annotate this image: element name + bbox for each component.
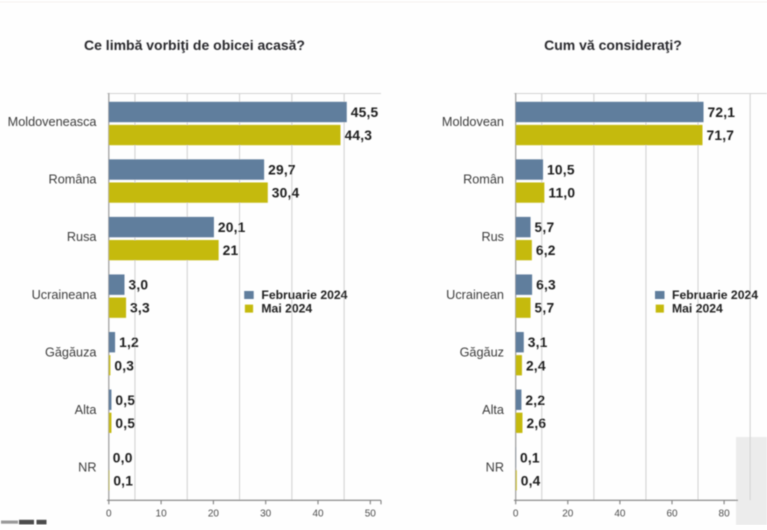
svg-text:1,2: 1,2: [119, 335, 139, 350]
svg-text:Moldoveneasca: Moldoveneasca: [8, 115, 98, 129]
svg-text:0,0: 0,0: [113, 450, 133, 465]
svg-text:10: 10: [156, 509, 168, 520]
svg-text:0,5: 0,5: [115, 416, 135, 431]
svg-text:Moldovean: Moldovean: [442, 115, 504, 129]
svg-text:30,4: 30,4: [272, 186, 300, 201]
svg-text:Român: Român: [463, 173, 504, 187]
svg-text:0: 0: [106, 509, 112, 520]
svg-text:29,7: 29,7: [268, 163, 296, 178]
svg-text:Mai 2024: Mai 2024: [261, 301, 312, 315]
svg-text:Româna: Româna: [49, 173, 98, 187]
svg-text:0,1: 0,1: [113, 473, 133, 488]
svg-text:40: 40: [614, 509, 626, 520]
svg-text:Găgăuz: Găgăuz: [460, 345, 504, 359]
svg-text:NR: NR: [486, 460, 504, 474]
svg-text:20: 20: [562, 509, 574, 520]
svg-text:6,2: 6,2: [536, 243, 556, 258]
svg-text:Ucrainean: Ucrainean: [446, 288, 504, 302]
svg-text:3,0: 3,0: [128, 278, 148, 293]
svg-text:30: 30: [260, 509, 272, 520]
svg-text:5,7: 5,7: [535, 220, 555, 235]
svg-text:71,7: 71,7: [706, 128, 734, 143]
svg-text:44,3: 44,3: [344, 128, 372, 143]
svg-text:Rusa: Rusa: [67, 230, 98, 244]
svg-text:50: 50: [365, 509, 377, 520]
svg-text:2,6: 2,6: [526, 416, 546, 431]
svg-text:40: 40: [312, 509, 324, 520]
svg-text:Alta: Alta: [482, 403, 505, 417]
svg-text:3,1: 3,1: [528, 335, 548, 350]
svg-text:Găgăuza: Găgăuza: [45, 345, 97, 359]
svg-text:11,0: 11,0: [548, 186, 575, 201]
svg-text:20,1: 20,1: [218, 220, 246, 235]
svg-text:Ce limbă vorbiţi de obicei aca: Ce limbă vorbiţi de obicei acasă?: [84, 37, 305, 53]
svg-text:Rus: Rus: [481, 230, 504, 244]
svg-text:0,4: 0,4: [521, 473, 541, 488]
svg-text:3,3: 3,3: [130, 301, 150, 316]
svg-text:45,5: 45,5: [351, 105, 379, 120]
svg-text:2,4: 2,4: [526, 358, 546, 373]
svg-text:2,2: 2,2: [525, 393, 545, 408]
svg-text:72,1: 72,1: [708, 105, 736, 120]
svg-text:5,7: 5,7: [535, 301, 555, 316]
svg-text:6,3: 6,3: [536, 278, 556, 293]
svg-text:10,5: 10,5: [547, 163, 575, 178]
svg-text:Ucraineana: Ucraineana: [32, 288, 98, 302]
svg-text:80: 80: [719, 509, 731, 520]
svg-text:20: 20: [208, 509, 220, 520]
svg-text:0,3: 0,3: [114, 358, 134, 373]
svg-text:0,5: 0,5: [115, 393, 135, 408]
svg-text:Cum vă consideraţi?: Cum vă consideraţi?: [544, 37, 682, 53]
svg-text:21: 21: [223, 243, 239, 258]
svg-text:Februarie 2024: Februarie 2024: [672, 288, 758, 302]
svg-text:60: 60: [666, 509, 678, 520]
svg-text:Mai 2024: Mai 2024: [672, 301, 723, 315]
svg-text:Februarie 2024: Februarie 2024: [261, 288, 347, 302]
svg-text:NR: NR: [78, 460, 96, 474]
svg-text:0: 0: [513, 509, 519, 520]
svg-text:Alta: Alta: [75, 403, 98, 417]
svg-text:0,1: 0,1: [520, 450, 540, 465]
